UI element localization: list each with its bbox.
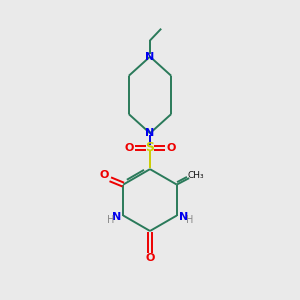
Text: H: H (186, 215, 194, 225)
Text: N: N (112, 212, 122, 222)
Text: O: O (145, 253, 155, 263)
Text: CH₃: CH₃ (187, 171, 204, 180)
Text: O: O (124, 143, 134, 153)
Text: O: O (100, 169, 109, 180)
Text: N: N (178, 212, 188, 222)
Text: H: H (106, 215, 114, 225)
Text: S: S (146, 141, 154, 154)
Text: N: N (146, 128, 154, 138)
Text: O: O (167, 143, 176, 153)
Text: N: N (146, 52, 154, 62)
